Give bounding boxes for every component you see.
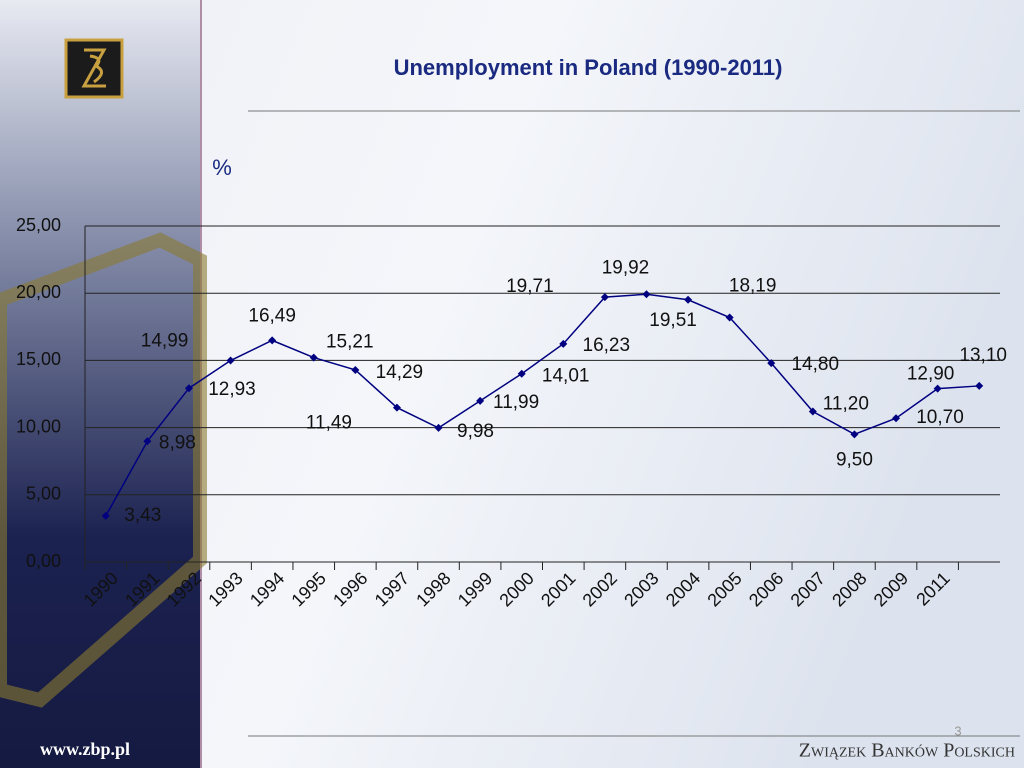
marker bbox=[351, 365, 360, 374]
data-label: 19,71 bbox=[506, 276, 554, 297]
data-label: 16,49 bbox=[248, 305, 296, 326]
marker bbox=[892, 414, 901, 423]
marker bbox=[476, 396, 485, 405]
y-tick-label: 10,00 bbox=[16, 416, 61, 436]
data-label: 8,98 bbox=[159, 432, 196, 453]
marker bbox=[808, 407, 817, 416]
data-label: 15,21 bbox=[326, 332, 374, 353]
marker bbox=[226, 356, 235, 365]
marker bbox=[268, 336, 277, 345]
y-tick-label: 20,00 bbox=[16, 282, 61, 302]
data-label: 13,10 bbox=[959, 345, 1007, 366]
y-tick-label: 5,00 bbox=[26, 484, 61, 504]
page-number: 3 bbox=[954, 723, 961, 738]
marker bbox=[559, 339, 568, 348]
marker bbox=[184, 384, 193, 393]
y-tick-label: 25,00 bbox=[16, 215, 61, 235]
data-label: 11,49 bbox=[306, 413, 352, 434]
marker bbox=[725, 313, 734, 322]
marker bbox=[933, 384, 942, 393]
marker bbox=[684, 295, 693, 304]
footer-url: www.zbp.pl bbox=[40, 739, 130, 759]
data-label: 10,70 bbox=[916, 407, 964, 428]
footer-organization: Związek Banków Polskich bbox=[799, 740, 1015, 762]
title: Unemployment in Poland (1990-2011) bbox=[394, 55, 783, 80]
data-label: 14,01 bbox=[542, 366, 590, 387]
marker bbox=[309, 353, 318, 362]
data-label: 3,43 bbox=[124, 505, 161, 526]
data-label: 14,80 bbox=[791, 354, 839, 375]
data-label: 19,92 bbox=[602, 257, 650, 278]
data-label: 11,99 bbox=[493, 392, 539, 413]
data-label: 14,29 bbox=[376, 362, 424, 383]
marker bbox=[434, 423, 443, 432]
marker bbox=[767, 359, 776, 368]
logo-mark bbox=[81, 48, 107, 88]
data-label: 9,98 bbox=[457, 421, 494, 442]
y-unit: % bbox=[212, 155, 232, 180]
marker bbox=[600, 293, 609, 302]
marker bbox=[392, 403, 401, 412]
y-tick-label: 0,00 bbox=[26, 551, 61, 571]
logo-watermark bbox=[0, 232, 207, 708]
data-label: 11,20 bbox=[823, 393, 869, 414]
marker bbox=[143, 437, 152, 446]
y-tick-label: 15,00 bbox=[16, 349, 61, 369]
data-label: 9,50 bbox=[836, 449, 873, 470]
marker bbox=[517, 369, 526, 378]
marker bbox=[850, 430, 859, 439]
data-label: 19,51 bbox=[649, 310, 697, 331]
marker bbox=[642, 290, 651, 299]
marker bbox=[101, 511, 110, 520]
data-label: 16,23 bbox=[583, 335, 631, 356]
data-label: 12,90 bbox=[907, 364, 955, 385]
marker bbox=[975, 381, 984, 390]
line bbox=[105, 293, 980, 517]
data-label: 18,19 bbox=[729, 276, 777, 297]
data-label: 14,99 bbox=[141, 331, 189, 352]
data-label: 12,93 bbox=[208, 379, 256, 400]
